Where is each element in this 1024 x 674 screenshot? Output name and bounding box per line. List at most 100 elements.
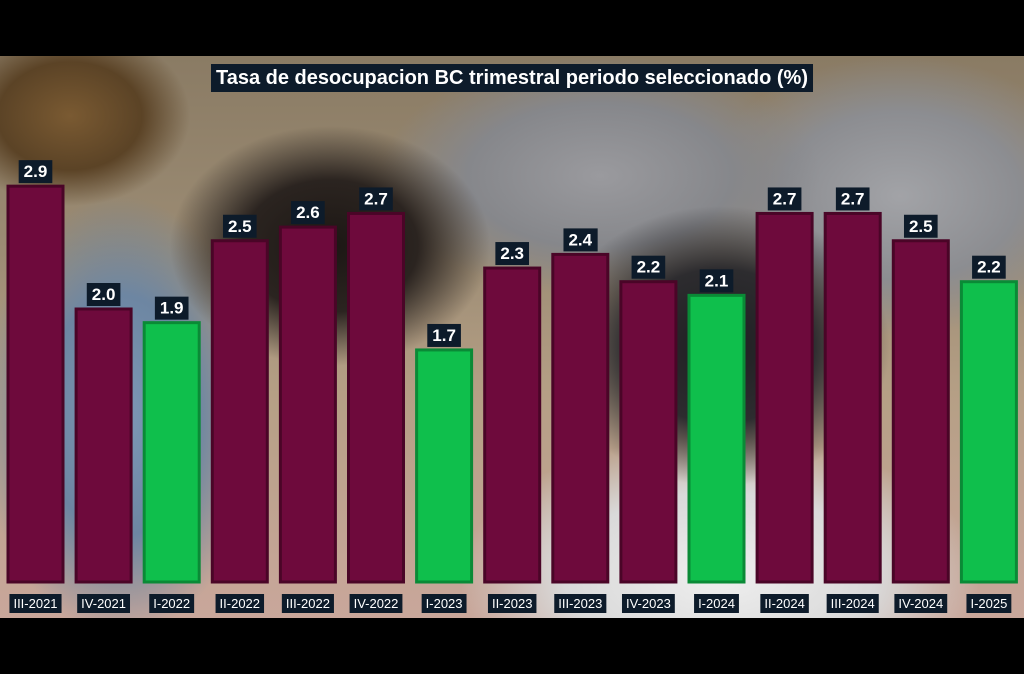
- value-label-group: 2.9: [18, 160, 53, 184]
- x-tick-group: IV-2024: [894, 594, 948, 613]
- value-label: 1.7: [432, 326, 456, 345]
- value-label-background: [972, 255, 1006, 279]
- value-label-group: 1.9: [154, 296, 189, 320]
- value-label: 2.4: [568, 230, 592, 249]
- x-tick-label: IV-2023: [626, 596, 671, 611]
- x-tick-group: IV-2023: [621, 594, 675, 613]
- bar-II-2022: [210, 239, 269, 584]
- value-label-group: 2.2: [972, 255, 1006, 279]
- x-tick-group: I-2025: [966, 594, 1012, 613]
- x-tick-background: [487, 594, 537, 613]
- x-tick-label: I-2022: [153, 596, 190, 611]
- bar-III-2022: [278, 225, 337, 584]
- value-labels-layer: 2.9 2.0 1.9 2.5 2.6 2.7 1.7 2.3 2.4 2.2 2.1 2.7 2.7 2…: [18, 160, 1006, 347]
- value-label: 2.6: [296, 203, 320, 222]
- x-tick-background: [760, 594, 809, 613]
- value-label: 1.9: [160, 299, 184, 318]
- value-label-background: [359, 187, 393, 211]
- value-label: 2.5: [228, 217, 252, 236]
- value-label-background: [495, 242, 530, 266]
- value-label-group: 2.5: [222, 214, 257, 238]
- value-label: 2.7: [773, 189, 797, 208]
- value-label-background: [563, 228, 598, 252]
- x-tick-label: II-2023: [492, 596, 532, 611]
- bar-III-2024: [823, 211, 882, 584]
- x-tick-group: IV-2021: [77, 594, 131, 613]
- bar-III-2021: [6, 184, 65, 584]
- x-tick-group: II-2024: [760, 594, 809, 613]
- x-tick-group: IV-2022: [349, 594, 403, 613]
- x-tick-background: [9, 594, 62, 613]
- x-tick-label: I-2024: [698, 596, 735, 611]
- x-tick-group: III-2021: [9, 594, 62, 613]
- x-tick-label: I-2025: [970, 596, 1007, 611]
- bars-layer: [6, 184, 1018, 584]
- value-label-group: 2.4: [563, 228, 598, 252]
- value-label: 2.7: [841, 189, 865, 208]
- x-tick-label: III-2022: [286, 596, 330, 611]
- value-label-background: [86, 283, 121, 306]
- x-tick-background: [694, 594, 739, 613]
- chart-frame: Tasa de desocupacion BC trimestral perio…: [0, 56, 1024, 618]
- value-label-background: [835, 187, 870, 211]
- x-tick-label: III-2021: [13, 596, 57, 611]
- value-label: 2.7: [364, 189, 388, 208]
- x-tick-group: II-2022: [215, 594, 265, 613]
- x-tick-label: IV-2021: [81, 596, 126, 611]
- value-label: 2.3: [500, 244, 524, 263]
- value-label-background: [631, 255, 666, 279]
- value-label: 2.2: [977, 258, 1001, 277]
- value-label-group: 2.1: [699, 269, 734, 293]
- x-tick-background: [349, 594, 403, 613]
- value-label: 2.2: [637, 258, 661, 277]
- value-label: 2.0: [92, 285, 116, 304]
- value-label-group: 2.5: [903, 214, 938, 238]
- value-label-background: [767, 187, 802, 211]
- x-tick-label: II-2024: [764, 596, 804, 611]
- x-tick-group: II-2023: [487, 594, 537, 613]
- bar-I-2024: [687, 293, 746, 584]
- value-label-background: [154, 296, 189, 320]
- chart-title-background: [210, 64, 814, 92]
- value-label-group: 2.0: [86, 283, 121, 306]
- bar-I-2025: [959, 280, 1018, 584]
- value-label-background: [222, 214, 257, 238]
- x-tick-background: [894, 594, 948, 613]
- x-tick-background: [554, 594, 607, 613]
- value-label: 2.1: [705, 271, 729, 290]
- x-tick-background: [966, 594, 1012, 613]
- bar-IV-2021: [74, 307, 133, 584]
- x-tick-group: III-2022: [281, 594, 334, 613]
- bar-I-2023: [415, 348, 474, 584]
- value-label-group: 2.3: [495, 242, 530, 266]
- x-tick-label: II-2022: [220, 596, 260, 611]
- value-label-group: 2.6: [291, 201, 325, 225]
- x-tick-background: [281, 594, 334, 613]
- x-tick-background: [421, 594, 467, 613]
- value-label-group: 1.7: [427, 323, 461, 347]
- x-tick-label: I-2023: [426, 596, 463, 611]
- bar-II-2023: [483, 266, 542, 584]
- value-label-background: [18, 160, 53, 184]
- value-label: 2.9: [24, 162, 48, 181]
- bar-III-2023: [551, 252, 610, 584]
- x-tick-background: [215, 594, 265, 613]
- value-label: 2.5: [909, 217, 933, 236]
- bar-IV-2023: [619, 280, 678, 584]
- x-tick-background: [826, 594, 879, 613]
- value-label-group: 2.2: [631, 255, 666, 279]
- x-tick-label: IV-2024: [898, 596, 943, 611]
- x-tick-label: IV-2022: [354, 596, 399, 611]
- x-tick-group: III-2024: [826, 594, 879, 613]
- value-label-background: [699, 269, 734, 293]
- x-tick-group: I-2022: [149, 594, 195, 613]
- bar-IV-2024: [891, 239, 950, 584]
- bar-II-2024: [755, 211, 814, 584]
- bar-chart: Tasa de desocupacion BC trimestral perio…: [6, 64, 1018, 613]
- value-label-background: [427, 323, 461, 347]
- x-tick-background: [77, 594, 131, 613]
- value-label-group: 2.7: [767, 187, 802, 211]
- value-label-background: [903, 214, 938, 238]
- value-label-background: [291, 201, 325, 225]
- x-tick-group: I-2024: [694, 594, 739, 613]
